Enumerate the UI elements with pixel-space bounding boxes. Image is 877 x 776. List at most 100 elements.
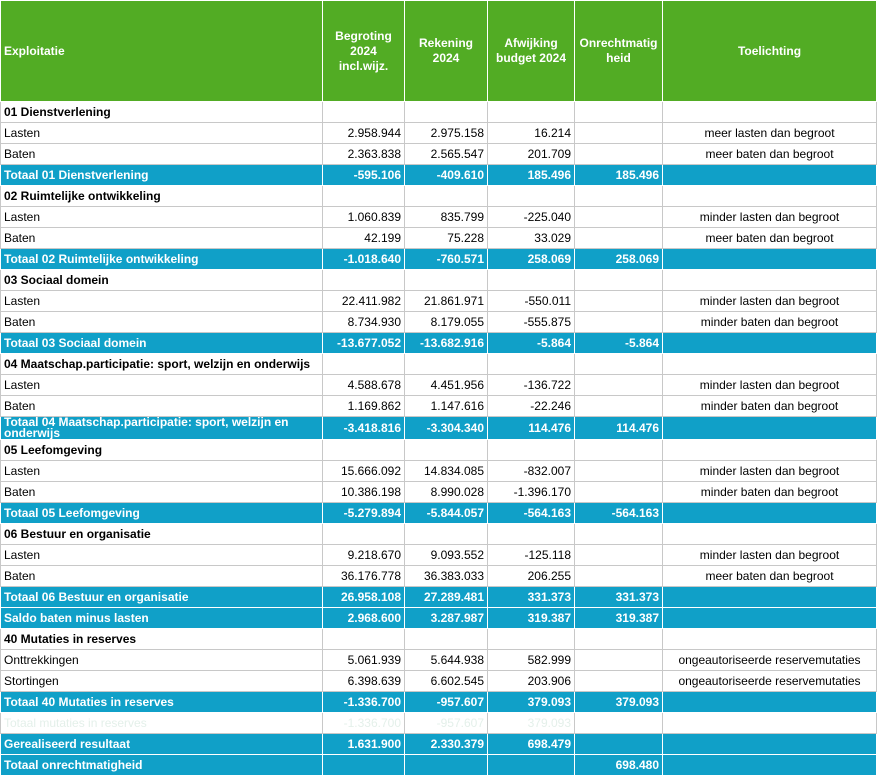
cell: Baten — [0, 311, 323, 333]
cell: Lasten — [0, 206, 323, 228]
total-row: Saldo baten minus lasten 2.968.600 3.287.9… — [0, 607, 877, 629]
cell: 258.069 — [574, 248, 663, 270]
cell: -1.336.700 — [322, 691, 405, 713]
cell — [487, 185, 575, 207]
cell: Totaal 02 Ruimtelijke ontwikkeling — [0, 248, 323, 270]
cell — [662, 101, 877, 123]
cell: 8.990.028 — [404, 481, 488, 503]
cell: -5.864 — [574, 332, 663, 354]
section-row: 06 Bestuur en organisatie — [0, 523, 877, 545]
cell: 835.799 — [404, 206, 488, 228]
cell: -5.844.057 — [404, 502, 488, 524]
cell: -3.304.340 — [404, 416, 488, 440]
cell: 1.631.900 — [322, 733, 405, 755]
cell: Onttrekkingen — [0, 649, 323, 671]
detail-row: Baten 42.199 75.228 33.029 meer baten dan be… — [0, 227, 877, 249]
section-row: 40 Mutaties in reserves — [0, 628, 877, 650]
cell: Saldo baten minus lasten — [0, 607, 323, 629]
cell: Totaal 04 Maatschap.participatie: sport,… — [0, 416, 323, 440]
detail-row: Stortingen 6.398.639 6.602.545 203.906 ongea… — [0, 670, 877, 692]
cell: 33.029 — [487, 227, 575, 249]
cell: Baten — [0, 227, 323, 249]
cell — [662, 185, 877, 207]
cell: -564.163 — [487, 502, 575, 524]
header-text: 2024 — [350, 43, 377, 58]
cell — [404, 269, 488, 291]
cell: 02 Ruimtelijke ontwikkeling — [0, 185, 323, 207]
cell: -5.864 — [487, 332, 575, 354]
cell — [404, 523, 488, 545]
section-row: 02 Ruimtelijke ontwikkeling — [0, 185, 877, 207]
total-row: Gerealiseerd resultaat 1.631.900 2.330.379… — [0, 733, 877, 755]
cell: 5.061.939 — [322, 649, 405, 671]
detail-row: Onttrekkingen 5.061.939 5.644.938 582.999 on… — [0, 649, 877, 671]
cell — [574, 269, 663, 291]
cell — [574, 185, 663, 207]
cell — [662, 586, 877, 608]
cell: Totaal 06 Bestuur en organisatie — [0, 586, 323, 608]
cell — [574, 439, 663, 461]
cell: 3.287.987 — [404, 607, 488, 629]
cell: -409.610 — [404, 164, 488, 186]
cell: ongeautoriseerde reservemutaties — [662, 649, 877, 671]
cell — [574, 565, 663, 587]
header-row: Exploitatie Begroting 2024 incl.wijz. Rekeni… — [0, 0, 877, 102]
cell — [662, 628, 877, 650]
column-header: Toelichting — [662, 0, 877, 102]
detail-row: Baten 1.169.862 1.147.616 -22.246 minder bat… — [0, 395, 877, 417]
cell — [662, 733, 877, 755]
cell — [662, 712, 877, 734]
cell: Lasten — [0, 122, 323, 144]
cell: -22.246 — [487, 395, 575, 417]
cell: 2.968.600 — [322, 607, 405, 629]
cell: 206.255 — [487, 565, 575, 587]
cell: 10.386.198 — [322, 481, 405, 503]
cell: Totaal 01 Dienstverlening — [0, 164, 323, 186]
section-row: 03 Sociaal domein — [0, 269, 877, 291]
cell: 15.666.092 — [322, 460, 405, 482]
cell: -3.418.816 — [322, 416, 405, 440]
cell: 201.709 — [487, 143, 575, 165]
cell — [404, 754, 488, 776]
cell: 6.602.545 — [404, 670, 488, 692]
cell — [662, 269, 877, 291]
detail-row: Baten 36.176.778 36.383.033 206.255 meer bat… — [0, 565, 877, 587]
cell: 379.093 — [487, 712, 575, 734]
cell — [574, 460, 663, 482]
cell: minder lasten dan begroot — [662, 460, 877, 482]
cell: -760.571 — [404, 248, 488, 270]
cell — [487, 754, 575, 776]
cell — [322, 439, 405, 461]
cell: Lasten — [0, 544, 323, 566]
cell — [404, 439, 488, 461]
cell: 16.214 — [487, 122, 575, 144]
cell — [574, 670, 663, 692]
cell — [574, 733, 663, 755]
cell: Baten — [0, 395, 323, 417]
column-header: Onrechtmatig heid — [574, 0, 663, 102]
cell: Lasten — [0, 460, 323, 482]
cell: 379.093 — [487, 691, 575, 713]
cell — [574, 628, 663, 650]
cell: Totaal mutaties in reserves — [0, 712, 323, 734]
cell: 75.228 — [404, 227, 488, 249]
cell: 42.199 — [322, 227, 405, 249]
total-row: Totaal 04 Maatschap.participatie: sport,… — [0, 416, 877, 440]
detail-row: Baten 2.363.838 2.565.547 201.709 meer baten… — [0, 143, 877, 165]
cell — [322, 353, 405, 375]
cell: 9.093.552 — [404, 544, 488, 566]
detail-row: Baten 8.734.930 8.179.055 -555.875 minder ba… — [0, 311, 877, 333]
cell: 2.363.838 — [322, 143, 405, 165]
cell: 9.218.670 — [322, 544, 405, 566]
cell — [322, 754, 405, 776]
column-header: Afwijking budget 2024 — [487, 0, 575, 102]
cell: -832.007 — [487, 460, 575, 482]
header-text: budget 2024 — [495, 51, 567, 65]
cell: 2.975.158 — [404, 122, 488, 144]
cell: 185.496 — [574, 164, 663, 186]
cell — [574, 227, 663, 249]
detail-row: Lasten 15.666.092 14.834.085 -832.007 minder… — [0, 460, 877, 482]
cell: Totaal onrechtmatigheid — [0, 754, 323, 776]
cell: 40 Mutaties in reserves — [0, 628, 323, 650]
